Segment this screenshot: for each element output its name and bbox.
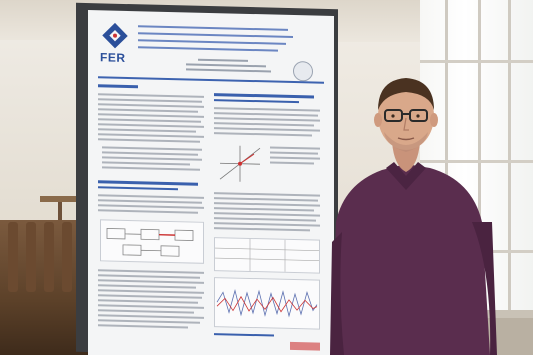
chair-back xyxy=(8,222,18,292)
text-line xyxy=(98,138,200,143)
poster-title-line xyxy=(138,25,288,31)
section-heading xyxy=(214,93,314,99)
text-line xyxy=(98,204,204,209)
text-line xyxy=(98,324,188,328)
text-line xyxy=(214,212,320,217)
text-line xyxy=(98,113,204,118)
poster-title-line xyxy=(138,39,286,45)
bullet-line xyxy=(102,166,200,171)
window-transom xyxy=(420,60,533,63)
text-line xyxy=(98,133,204,138)
text-line xyxy=(98,199,202,204)
text-line xyxy=(214,197,318,202)
text-line xyxy=(270,151,318,155)
text-line xyxy=(98,299,198,304)
fer-logo-icon xyxy=(102,22,128,49)
text-line xyxy=(270,156,320,160)
section-heading xyxy=(98,180,198,186)
poster-title-line xyxy=(138,32,293,39)
text-line xyxy=(214,207,314,212)
text-line xyxy=(214,107,320,112)
text-line xyxy=(98,194,204,199)
table-figure xyxy=(214,237,320,274)
author-line xyxy=(186,68,271,72)
chair-back xyxy=(62,222,72,292)
text-line xyxy=(214,117,320,122)
text-line xyxy=(98,108,198,113)
section-heading xyxy=(98,186,178,191)
research-poster: FER xyxy=(88,10,334,355)
side-table xyxy=(40,196,80,202)
text-line xyxy=(214,132,312,136)
waveform-plot-icon xyxy=(216,289,318,318)
text-line xyxy=(214,122,314,127)
author-line xyxy=(186,63,266,67)
text-line xyxy=(214,222,320,227)
vector-diagram-figure xyxy=(214,141,266,186)
text-line xyxy=(214,227,310,231)
text-line xyxy=(98,118,201,123)
chair-back xyxy=(26,222,36,292)
text-line xyxy=(98,103,204,108)
bullet-line xyxy=(102,161,190,165)
text-line xyxy=(98,123,204,128)
poster-title-line xyxy=(138,46,278,52)
text-line xyxy=(98,209,198,214)
bullet-line xyxy=(102,151,198,156)
window-transom xyxy=(420,160,533,163)
text-line xyxy=(98,279,204,284)
table-grid-icon xyxy=(215,238,319,272)
text-line xyxy=(98,294,202,299)
vector-diagram-icon xyxy=(219,145,261,182)
text-line xyxy=(270,161,314,165)
section-heading xyxy=(214,99,299,104)
man-in-purple-shirt xyxy=(330,78,497,355)
text-line xyxy=(98,289,204,294)
text-line xyxy=(214,127,320,132)
poster-footer-logo xyxy=(290,341,320,351)
poster-column-left xyxy=(98,84,206,347)
block-diagram-figure xyxy=(100,219,204,264)
text-line xyxy=(214,112,318,117)
block-diagram-icon xyxy=(106,228,194,257)
text-line xyxy=(98,304,204,309)
section-heading xyxy=(98,84,138,89)
text-line xyxy=(214,192,320,197)
side-table-leg xyxy=(58,202,62,232)
text-line xyxy=(98,128,196,133)
poster-column-right xyxy=(214,87,322,350)
text-line xyxy=(98,269,204,274)
bullet-line xyxy=(102,146,202,151)
text-line xyxy=(214,217,316,222)
text-line xyxy=(98,284,196,289)
author-line xyxy=(198,58,248,62)
text-line xyxy=(98,309,194,314)
section-heading xyxy=(214,333,274,337)
text-line xyxy=(98,314,204,319)
text-line xyxy=(98,274,200,279)
text-line xyxy=(98,98,202,103)
text-line xyxy=(270,146,320,150)
chair-back xyxy=(44,222,54,292)
text-line xyxy=(214,202,320,207)
university-seal-icon xyxy=(293,61,313,82)
waveform-plot-figure xyxy=(214,277,320,330)
bullet-line xyxy=(102,156,202,161)
text-line xyxy=(98,93,204,98)
poster-divider xyxy=(98,76,324,84)
text-line xyxy=(98,319,200,324)
logo-wordmark: FER xyxy=(100,50,126,65)
